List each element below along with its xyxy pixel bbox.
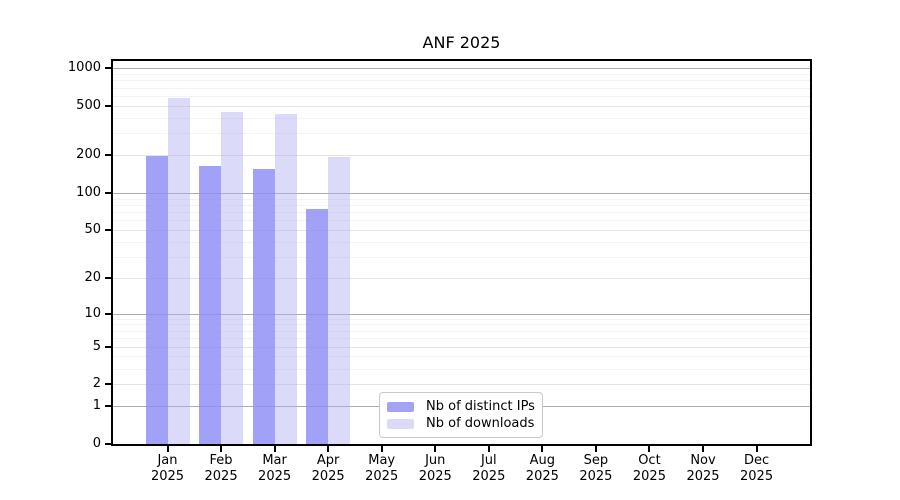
gridline-90: [113, 198, 810, 200]
gridline-300: [113, 133, 810, 135]
x-tick-mark-oct: [648, 446, 651, 452]
x-tick-label-may: May 2025: [365, 453, 399, 484]
gridline-500: [113, 105, 810, 107]
legend: Nb of distinct IPs Nb of downloads: [379, 392, 543, 438]
y-tick-mark-0: [105, 443, 111, 445]
y-tick-mark-1: [105, 405, 111, 408]
y-tick-mark-20: [105, 277, 111, 280]
gridline-8: [113, 324, 810, 326]
gridline-100: [113, 192, 810, 194]
x-tick-label-dec: Dec 2025: [740, 453, 774, 484]
bar-jan-nb-of-downloads: [167, 97, 190, 444]
y-tick-label-10: 10: [84, 305, 101, 321]
y-tick-label-500: 500: [76, 97, 101, 113]
x-tick-label-nov: Nov 2025: [686, 453, 720, 484]
x-tick-mark-mar: [273, 446, 276, 452]
gridline-60: [113, 220, 810, 222]
legend-item-downloads: Nb of downloads: [387, 415, 535, 432]
bar-mar-nb-of-downloads: [274, 114, 297, 444]
x-tick-mark-may: [380, 446, 383, 452]
x-tick-mark-sep: [594, 446, 597, 452]
gridline-40: [113, 241, 810, 243]
gridline-80: [113, 204, 810, 206]
gridline-30: [113, 257, 810, 259]
gridline-1000: [113, 68, 810, 70]
legend-swatch-downloads: [387, 418, 414, 429]
y-tick-mark-50: [105, 229, 111, 232]
bar-apr-nb-of-distinct-ips: [306, 209, 329, 444]
gridline-10: [113, 313, 810, 315]
gridline-400: [113, 117, 810, 119]
gridline-800: [113, 80, 810, 82]
plot-area: [111, 59, 812, 446]
x-tick-mark-feb: [220, 446, 223, 452]
x-tick-mark-dec: [755, 446, 758, 452]
legend-item-distinct-ips: Nb of distinct IPs: [387, 398, 535, 415]
gridline-4: [113, 356, 810, 358]
x-tick-label-jun: Jun 2025: [418, 453, 452, 484]
legend-label-distinct-ips: Nb of distinct IPs: [426, 399, 535, 414]
legend-label-downloads: Nb of downloads: [426, 416, 535, 431]
gridline-5: [113, 346, 810, 348]
x-tick-label-mar: Mar 2025: [258, 453, 292, 484]
y-tick-label-1000: 1000: [67, 60, 101, 76]
gridline-600: [113, 95, 810, 97]
x-tick-label-jul: Jul 2025: [472, 453, 506, 484]
gridline-20: [113, 278, 810, 280]
y-tick-mark-10: [105, 312, 111, 315]
bar-feb-nb-of-downloads: [221, 112, 244, 444]
gridline-200: [113, 155, 810, 157]
legend-swatch-distinct-ips: [387, 401, 414, 412]
y-tick-label-2: 2: [92, 376, 101, 392]
gridline-50: [113, 230, 810, 232]
gridline-3: [113, 368, 810, 370]
x-tick-label-sep: Sep 2025: [579, 453, 613, 484]
gridline-70: [113, 212, 810, 214]
y-tick-label-0: 0: [92, 436, 101, 451]
y-tick-label-20: 20: [84, 270, 101, 286]
x-tick-mark-jun: [434, 446, 437, 452]
gridline-900: [113, 73, 810, 75]
gridline-9: [113, 318, 810, 320]
chart-title: ANF 2025: [422, 33, 501, 52]
bar-apr-nb-of-downloads: [328, 156, 351, 444]
x-tick-mark-aug: [541, 446, 544, 452]
x-tick-mark-jul: [487, 446, 490, 452]
x-tick-label-apr: Apr 2025: [311, 453, 345, 484]
y-tick-mark-100: [105, 191, 111, 194]
bar-feb-nb-of-distinct-ips: [199, 165, 222, 444]
gridline-7: [113, 330, 810, 332]
y-tick-label-5: 5: [92, 338, 101, 354]
bar-mar-nb-of-distinct-ips: [252, 168, 275, 444]
x-tick-mark-nov: [702, 446, 704, 452]
x-tick-label-oct: Oct 2025: [632, 453, 666, 484]
x-tick-mark-jan: [166, 446, 169, 452]
gridline-2: [113, 384, 810, 386]
x-tick-mark-apr: [327, 446, 330, 452]
y-tick-mark-500: [105, 104, 111, 107]
y-tick-mark-2: [105, 383, 111, 386]
gridline-700: [113, 87, 810, 89]
y-tick-mark-1000: [105, 67, 111, 70]
y-tick-label-1: 1: [92, 398, 101, 414]
gridline-6: [113, 338, 810, 340]
y-tick-mark-5: [105, 345, 111, 348]
y-tick-label-200: 200: [76, 147, 101, 163]
x-tick-label-feb: Feb 2025: [204, 453, 238, 484]
y-tick-mark-200: [105, 154, 111, 157]
x-tick-label-jan: Jan 2025: [150, 453, 185, 484]
x-tick-label-aug: Aug 2025: [525, 453, 559, 484]
y-tick-label-100: 100: [76, 184, 101, 200]
bar-jan-nb-of-distinct-ips: [145, 155, 168, 444]
y-tick-label-50: 50: [84, 222, 101, 238]
